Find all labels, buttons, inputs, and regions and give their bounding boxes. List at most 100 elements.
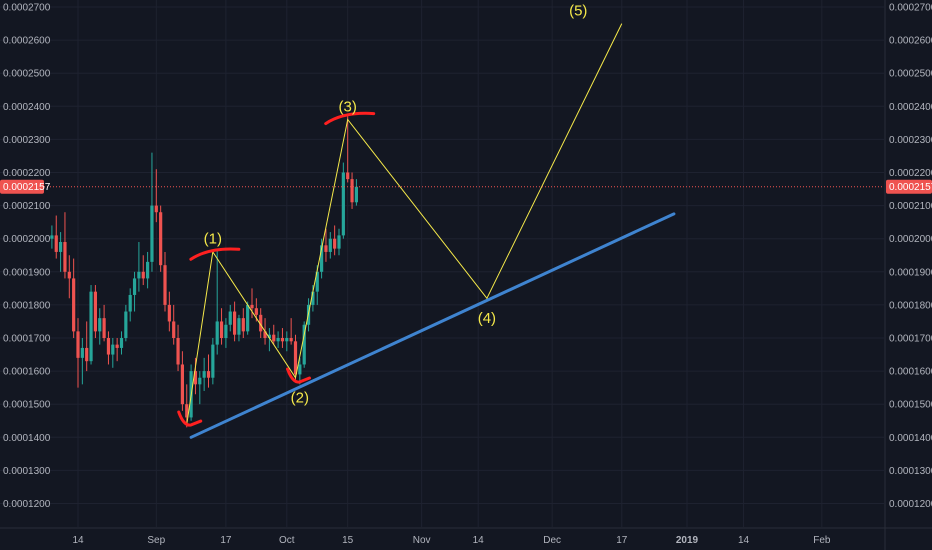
candle-body [267, 334, 271, 338]
candle-body [124, 311, 128, 338]
wave-label: (4) [478, 310, 496, 327]
x-tick-label: 15 [342, 535, 354, 546]
candle-body [298, 364, 302, 375]
candle-body [250, 304, 254, 309]
wave-labels: (1) (2) (3) (4) (5) [204, 2, 588, 406]
current-price-badge-right [886, 179, 932, 194]
candle [172, 304, 176, 345]
candle [163, 251, 167, 312]
candle [50, 225, 54, 249]
wave-label: (2) [291, 390, 309, 407]
wave3-marker [324, 111, 376, 126]
candle-body [106, 338, 111, 355]
wave2-marker [286, 367, 311, 384]
current-price-badge-left [0, 179, 44, 194]
candle-body [254, 308, 258, 315]
candle [98, 308, 102, 345]
price-axis[interactable]: 0.0001200 0.0001200 0.0001300 0.0001300 0.00… [3, 0, 932, 550]
candle-body [228, 311, 232, 325]
elliott-wave-path[interactable] [186, 23, 623, 425]
candle-body [132, 278, 137, 295]
candle-body [137, 271, 141, 279]
x-tick-label: Oct [279, 535, 295, 546]
y-tick-label-right: 0.0001500 [889, 400, 932, 411]
x-tick-label: 14 [473, 535, 485, 546]
candle [346, 116, 350, 183]
candle [228, 304, 232, 332]
candle [106, 331, 111, 365]
candle-body [102, 318, 106, 338]
y-tick-label-left: 0.0002700 [3, 3, 51, 14]
candle [259, 308, 263, 338]
candle-body [224, 324, 228, 338]
y-tick-label-left: 0.0001200 [3, 499, 51, 510]
candle [132, 271, 137, 312]
current-price-label-left: 0.0002157 [3, 182, 51, 193]
candle [237, 314, 241, 342]
candle-body [233, 311, 237, 335]
candle [202, 357, 206, 391]
x-tick-label: 14 [72, 535, 84, 546]
candle-body [324, 245, 328, 252]
candle [124, 304, 128, 342]
candle-body [202, 371, 206, 378]
y-tick-label-left: 0.0002200 [3, 168, 51, 179]
y-tick-label-left: 0.0001500 [3, 400, 51, 411]
candle-body [119, 338, 124, 348]
candle [272, 324, 276, 345]
candle-body [89, 291, 93, 362]
x-tick-label: 17 [220, 535, 232, 546]
candle-body [280, 338, 285, 342]
candle [337, 228, 341, 256]
candle-body [67, 271, 71, 279]
candle-body [146, 261, 150, 279]
y-tick-label-left: 0.0002000 [3, 234, 51, 245]
y-tick-label-right: 0.0001300 [889, 466, 932, 477]
candle-body [276, 338, 280, 342]
candle [115, 338, 119, 362]
candle [333, 225, 337, 256]
candle-body [285, 338, 289, 342]
candle-body [354, 186, 358, 203]
candle-body [98, 318, 102, 332]
candle-body [85, 347, 89, 362]
candle-body [172, 321, 176, 338]
candle [341, 162, 345, 239]
candle [54, 215, 58, 259]
candle-body [54, 235, 58, 252]
candle [137, 242, 141, 292]
y-tick-label-left: 0.0002500 [3, 69, 51, 80]
y-tick-label-left: 0.0002300 [3, 135, 51, 146]
y-tick-label-right: 0.0002400 [889, 102, 932, 113]
wave1-marker [189, 247, 241, 261]
current-price-label-right: 0.0002157 [889, 182, 932, 193]
candle [219, 308, 224, 345]
candle [293, 334, 298, 382]
candle-body [63, 242, 67, 272]
y-tick-label-right: 0.0001900 [889, 267, 932, 278]
candle-body [72, 278, 76, 332]
candle [198, 371, 202, 405]
candle-body [237, 318, 241, 335]
candle-body [167, 304, 171, 322]
y-tick-label-left: 0.0001700 [3, 334, 51, 345]
y-tick-label-right: 0.0002200 [889, 168, 932, 179]
candle-body [311, 291, 315, 305]
candle-body [50, 235, 54, 239]
time-axis[interactable]: 14 Sep 17 Oct 15 Nov 14 Dec 17 2019 14 Feb [0, 527, 932, 546]
candle [354, 179, 358, 206]
support-trendline[interactable] [189, 212, 676, 439]
y-tick-label-left: 0.0001600 [3, 367, 51, 378]
candle [67, 255, 71, 299]
candlestick-series [50, 116, 358, 428]
candle-body [193, 371, 198, 385]
elliott-wave-layer [186, 23, 623, 425]
y-tick-label-left: 0.0002600 [3, 36, 51, 47]
candle [224, 318, 228, 348]
candle [111, 338, 115, 368]
candle [276, 331, 280, 348]
y-tick-label-right: 0.0002600 [889, 36, 932, 47]
candle-body [263, 331, 267, 338]
candle [146, 251, 150, 289]
